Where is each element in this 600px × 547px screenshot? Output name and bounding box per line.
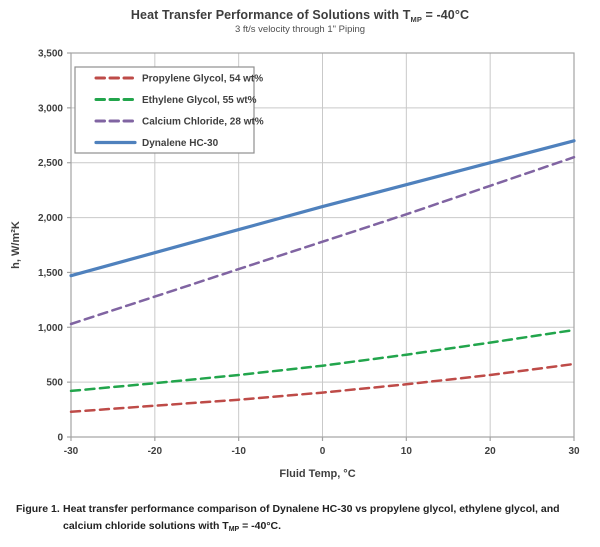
series-line-ethylene-glycol-55-wt [69, 328, 576, 393]
chart-title: Heat Transfer Performance of Solutions w… [0, 8, 600, 24]
series-line-propylene-glycol-54-wt [69, 362, 576, 414]
legend-label: Dynalene HC-30 [142, 138, 219, 149]
chart-title-suffix: = -40°C [421, 8, 470, 22]
chart-title-subscript: MP [410, 15, 422, 24]
y-tick-label: 2,000 [38, 213, 63, 224]
series-line-calcium-chloride-28-wt [69, 155, 576, 326]
y-tick-label: 1,000 [38, 323, 63, 334]
x-tick-label: 10 [401, 446, 413, 457]
chart-title-text: Heat Transfer Performance of Solutions w… [130, 8, 411, 22]
x-tick-label: -10 [231, 446, 246, 457]
caption-line1: Heat transfer performance comparison of … [63, 503, 560, 515]
x-tick-label: 30 [568, 446, 580, 457]
legend-label: Ethylene Glycol, 55 wt% [142, 95, 257, 106]
y-tick-label: 1,500 [38, 268, 63, 279]
caption-line2-pre: calcium chloride solutions with T [63, 519, 229, 532]
x-tick-label: -20 [148, 446, 163, 457]
figure-caption: Figure 1. Heat transfer performance comp… [16, 501, 592, 538]
y-tick-label: 0 [57, 433, 63, 444]
x-axis-title: Fluid Temp, °C [279, 468, 355, 480]
figure-caption-label: Figure 1. [16, 503, 60, 515]
y-tick-label: 2,500 [38, 158, 63, 169]
y-tick-label: 500 [46, 378, 63, 389]
y-tick-label: 3,500 [38, 49, 63, 60]
caption-line2-post: = -40°C. [239, 519, 282, 532]
legend-label: Propylene Glycol, 54 wt% [142, 74, 263, 85]
chart-plot-area: -30 -20 -10 0 10 20 30 0 500 1,000 1,500 2,000 2,500… [10, 49, 580, 481]
figure-caption-text: Heat transfer performance comparison of … [63, 501, 592, 538]
chart-subtitle: 3 ft/s velocity through 1" Piping [234, 24, 366, 35]
caption-line2-subscript: MP [228, 525, 240, 533]
y-tick-label: 3,000 [38, 103, 63, 114]
legend-label: Calcium Chloride, 28 wt% [142, 117, 264, 128]
x-tick-label: 0 [320, 446, 326, 457]
series-line-dynalene-hc-30 [69, 139, 576, 278]
y-axis-title: h, W/m²K [10, 221, 22, 269]
legend-box [74, 66, 255, 154]
x-tick-label: -30 [64, 446, 79, 457]
x-tick-label: 20 [485, 446, 497, 457]
